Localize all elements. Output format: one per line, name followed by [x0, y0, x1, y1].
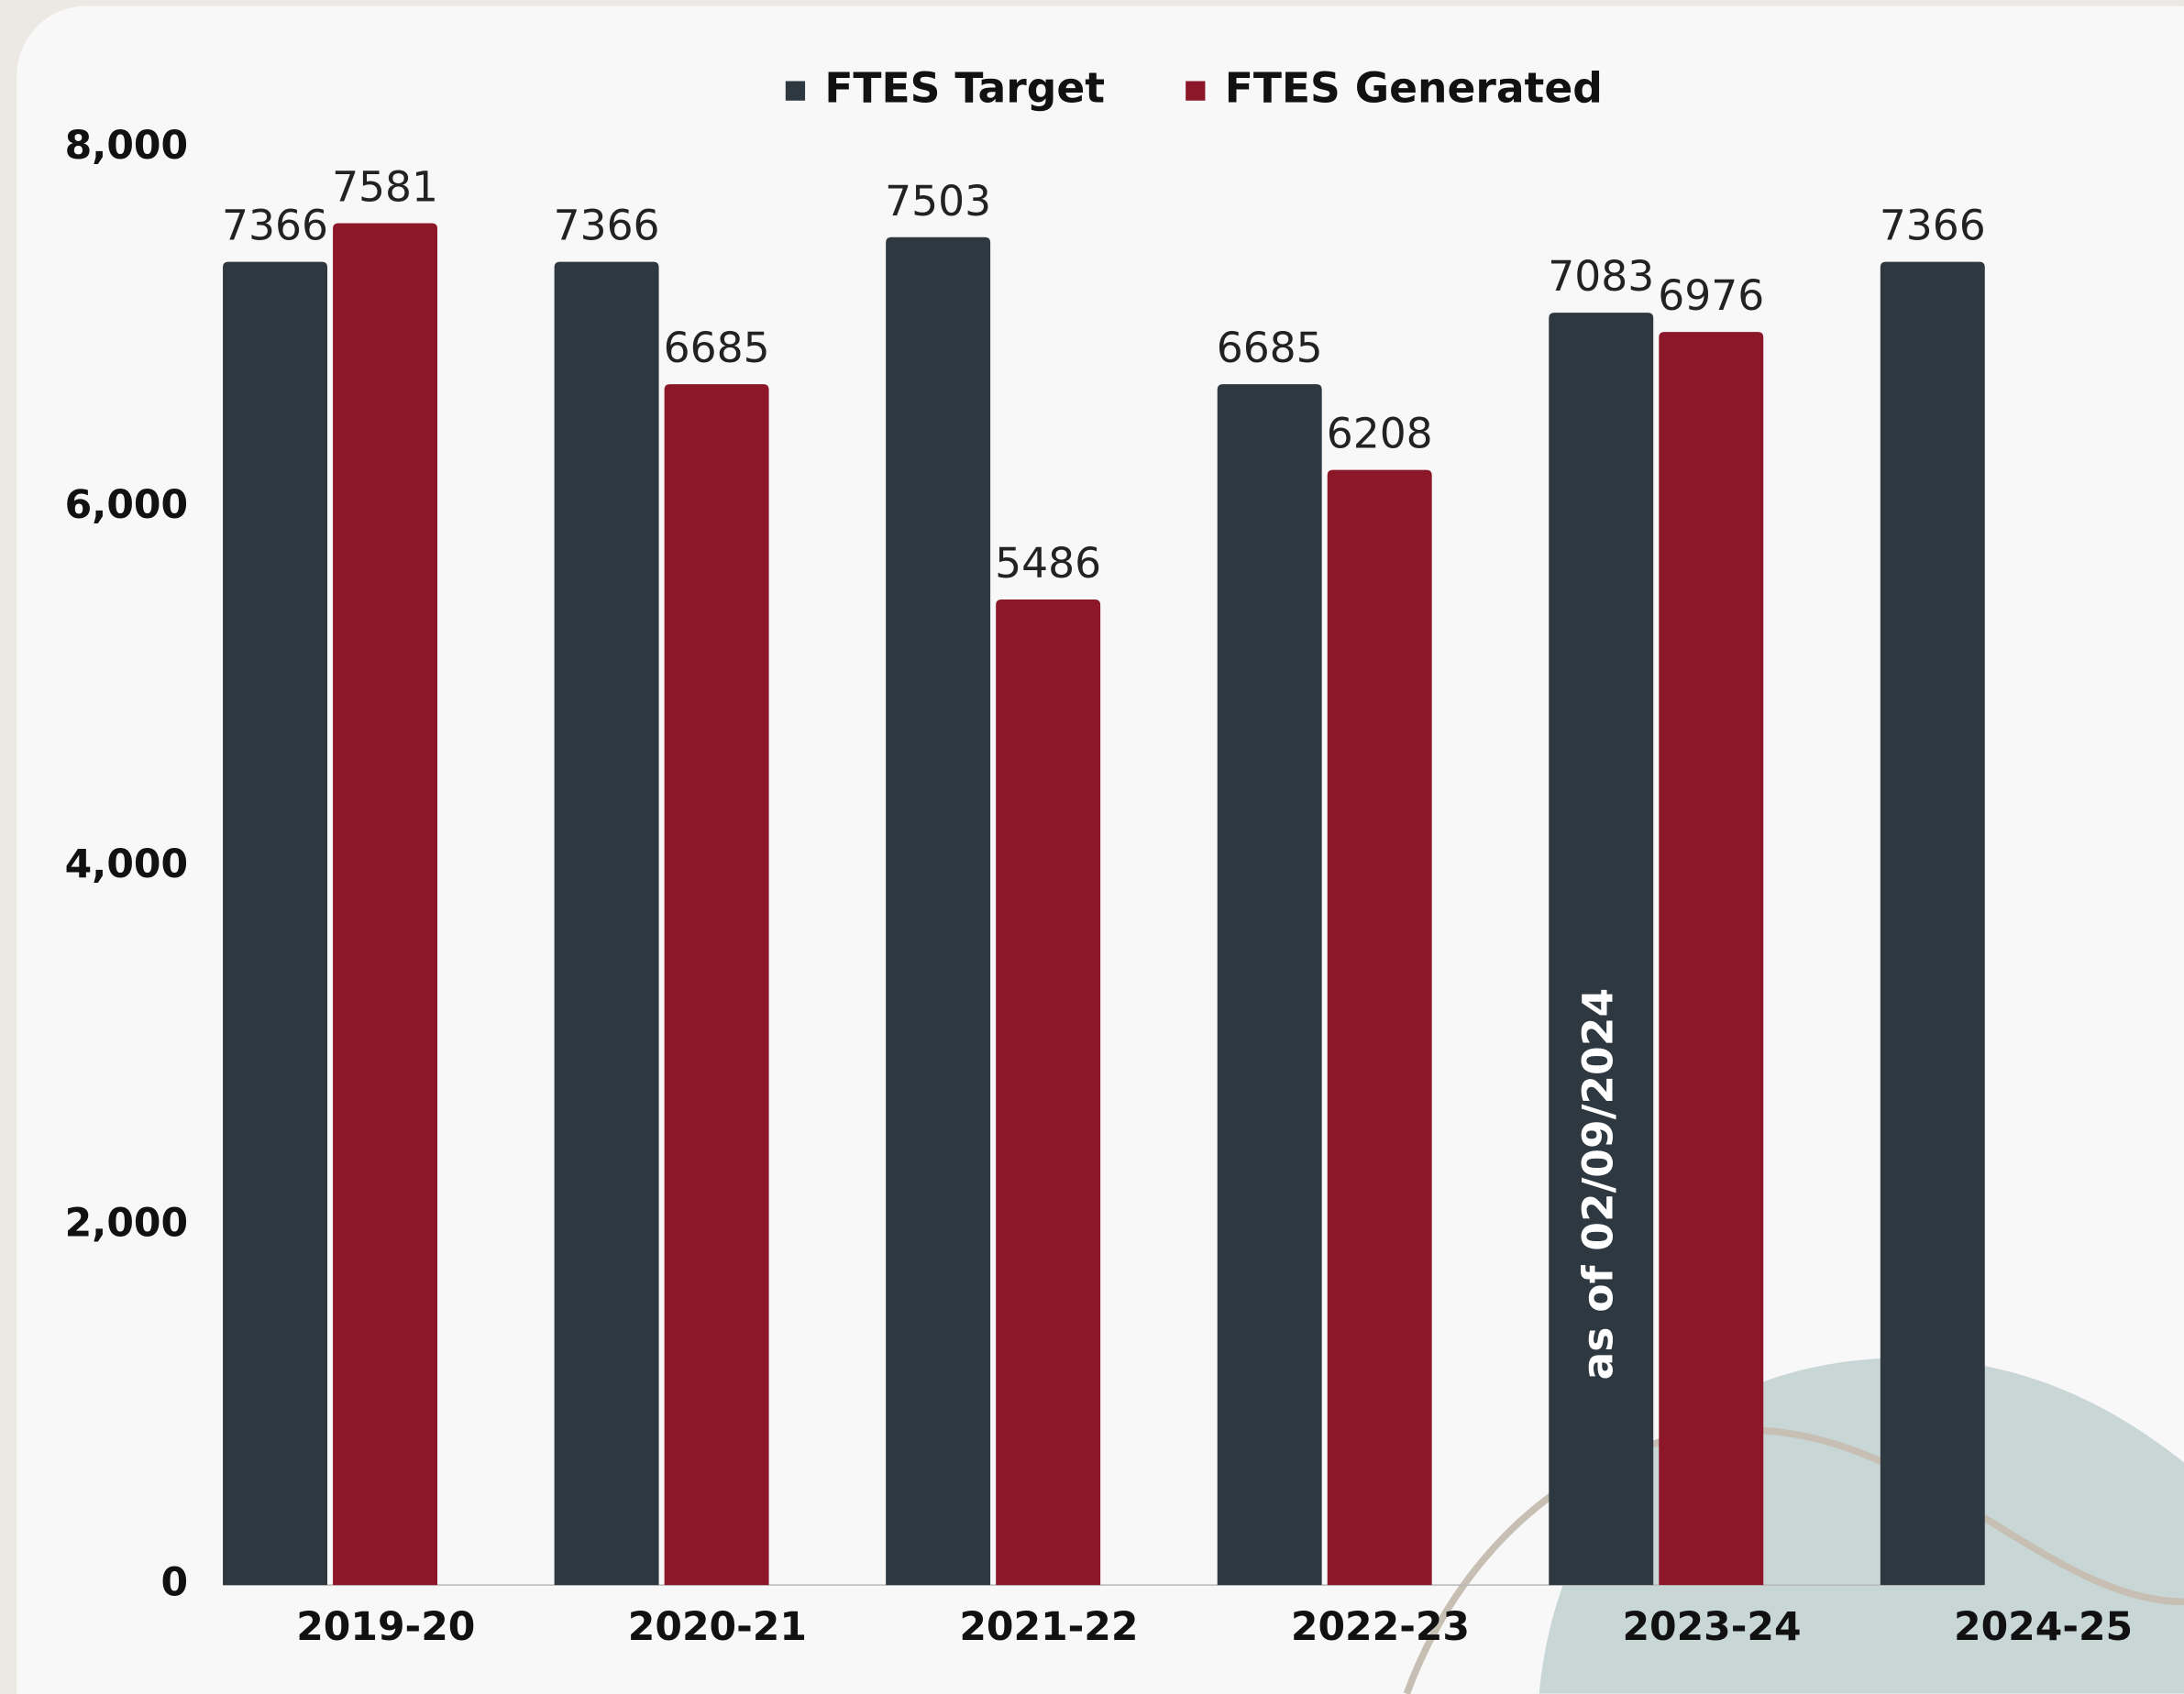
bar — [664, 384, 769, 1586]
legend-label: FTES Generated — [1225, 64, 1603, 113]
y-tick-label: 0 — [160, 1561, 188, 1606]
bar — [996, 600, 1101, 1586]
bar — [554, 261, 659, 1586]
bar — [1217, 384, 1322, 1586]
bar — [223, 261, 327, 1586]
value-label: 7366 — [222, 202, 328, 250]
value-label: 7581 — [332, 163, 438, 212]
value-label: 7366 — [554, 202, 660, 250]
value-label: 5486 — [995, 539, 1101, 588]
value-label: 6976 — [1658, 271, 1764, 320]
annotation: as of 02/09/2024 — [1574, 988, 1623, 1380]
bar — [1659, 332, 1764, 1586]
value-label: 6685 — [1217, 324, 1323, 372]
x-tick-label: 2022-23 — [1291, 1605, 1470, 1650]
bar — [1327, 469, 1432, 1586]
bar — [886, 236, 991, 1586]
value-label: 7083 — [1548, 252, 1654, 301]
legend-swatch — [785, 81, 806, 101]
y-tick-label: 4,000 — [65, 842, 188, 887]
value-label: 6685 — [664, 324, 770, 372]
x-tick-label: 2021-22 — [959, 1605, 1138, 1650]
y-tick-label: 8,000 — [65, 124, 188, 169]
y-tick-label: 6,000 — [65, 483, 188, 528]
bar — [1880, 261, 1985, 1586]
bar — [333, 223, 438, 1586]
y-tick-label: 2,000 — [65, 1202, 188, 1247]
value-label: 7503 — [885, 177, 991, 226]
value-label: 7366 — [1880, 202, 1986, 250]
value-label: 6208 — [1327, 410, 1433, 458]
x-tick-label: 2019-20 — [296, 1605, 475, 1650]
legend-label: FTES Target — [824, 64, 1105, 113]
decor-curve — [1403, 1426, 2184, 1694]
x-tick-label: 2023-24 — [1622, 1605, 1801, 1650]
legend-swatch — [1186, 81, 1206, 101]
bar — [1549, 313, 1654, 1586]
x-tick-label: 2024-25 — [1954, 1605, 2133, 1650]
x-tick-label: 2020-21 — [628, 1605, 807, 1650]
